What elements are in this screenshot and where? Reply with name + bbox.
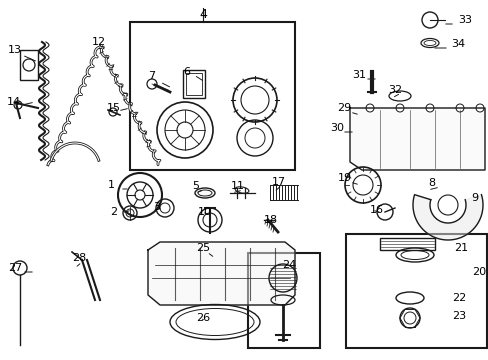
Text: 26: 26: [196, 313, 210, 323]
Text: 32: 32: [387, 85, 401, 95]
Text: 2: 2: [110, 207, 117, 217]
Text: 19: 19: [337, 173, 351, 183]
Bar: [185, 73, 202, 95]
Text: 1: 1: [108, 180, 115, 190]
Bar: [183, 70, 204, 98]
Polygon shape: [349, 108, 484, 170]
Text: 21: 21: [453, 243, 467, 253]
Text: 12: 12: [92, 37, 106, 47]
Text: 18: 18: [264, 215, 278, 225]
Text: 5: 5: [192, 181, 199, 191]
Text: 22: 22: [451, 293, 465, 303]
Text: 31: 31: [351, 70, 365, 80]
Text: 8: 8: [427, 178, 434, 188]
Text: 13: 13: [8, 45, 22, 55]
Text: 28: 28: [72, 253, 86, 263]
Text: 7: 7: [148, 71, 155, 81]
Bar: [346, 234, 486, 348]
Text: 9: 9: [470, 193, 477, 203]
Text: 29: 29: [336, 103, 350, 113]
Bar: [20, 50, 38, 80]
Text: 34: 34: [450, 39, 464, 49]
Text: 6: 6: [183, 67, 190, 77]
Text: 24: 24: [281, 260, 296, 270]
Text: 30: 30: [329, 123, 343, 133]
Text: 11: 11: [230, 181, 244, 191]
Text: 10: 10: [198, 207, 212, 217]
Text: 3: 3: [153, 202, 160, 212]
Text: 15: 15: [107, 103, 121, 113]
Text: 25: 25: [196, 243, 210, 253]
Text: 17: 17: [271, 177, 285, 187]
Text: 33: 33: [457, 15, 471, 25]
Text: 14: 14: [7, 97, 21, 107]
Polygon shape: [412, 195, 482, 240]
Text: 27: 27: [8, 263, 22, 273]
Text: 16: 16: [369, 205, 383, 215]
Text: 20: 20: [471, 267, 485, 277]
Bar: [247, 253, 319, 348]
Text: 23: 23: [451, 311, 465, 321]
Polygon shape: [148, 242, 294, 305]
Text: 4: 4: [199, 8, 206, 21]
Bar: [379, 238, 434, 250]
Bar: [130, 22, 294, 170]
